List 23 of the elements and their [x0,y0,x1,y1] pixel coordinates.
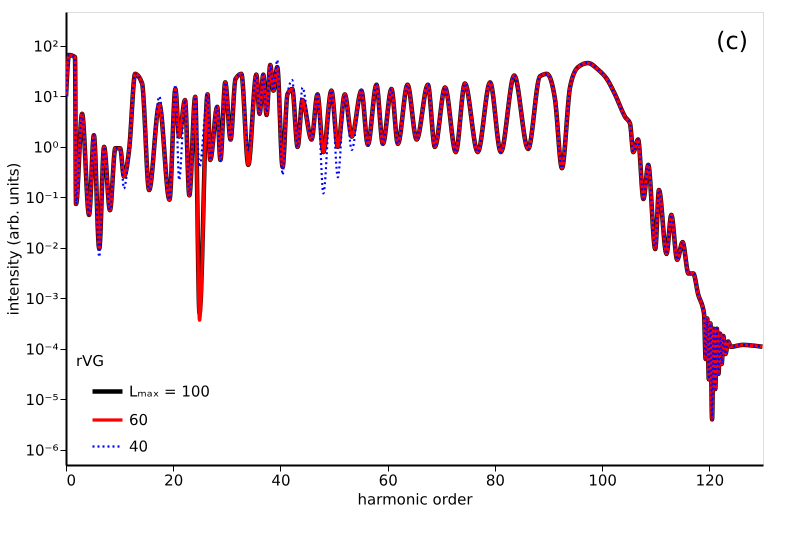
x-tick-label: 0 [66,472,76,490]
legend-title: rVG [76,352,104,370]
x-tick-label: 100 [588,472,617,490]
y-tick-label: 10⁻⁶ [25,441,58,460]
x-tick-label: 20 [164,472,184,490]
legend-label: Lₘₐₓ = 100 [129,382,210,400]
x-tick-label: 80 [486,472,505,490]
y-tick-label: 10⁻² [25,239,58,258]
y-tick-label: 10⁻⁴ [25,340,58,358]
y-tick-label: 10⁻³ [25,290,58,308]
x-tick-label: 40 [271,472,291,490]
y-tick-label: 10⁻⁵ [25,390,58,409]
x-axis-title: harmonic order [357,490,474,508]
annotation: (c) [716,27,748,55]
legend-label: 40 [129,438,148,456]
y-tick-label: 10² [33,37,58,56]
y-tick-label: 10⁻¹ [25,188,58,207]
y-axis-title: intensity (arb. units) [4,162,22,316]
x-tick-label: 120 [696,472,724,490]
y-tick-label: 10¹ [33,88,58,106]
x-tick-label: 60 [378,472,398,490]
y-tick-label: 10⁰ [33,138,58,156]
legend-label: 60 [129,411,148,429]
